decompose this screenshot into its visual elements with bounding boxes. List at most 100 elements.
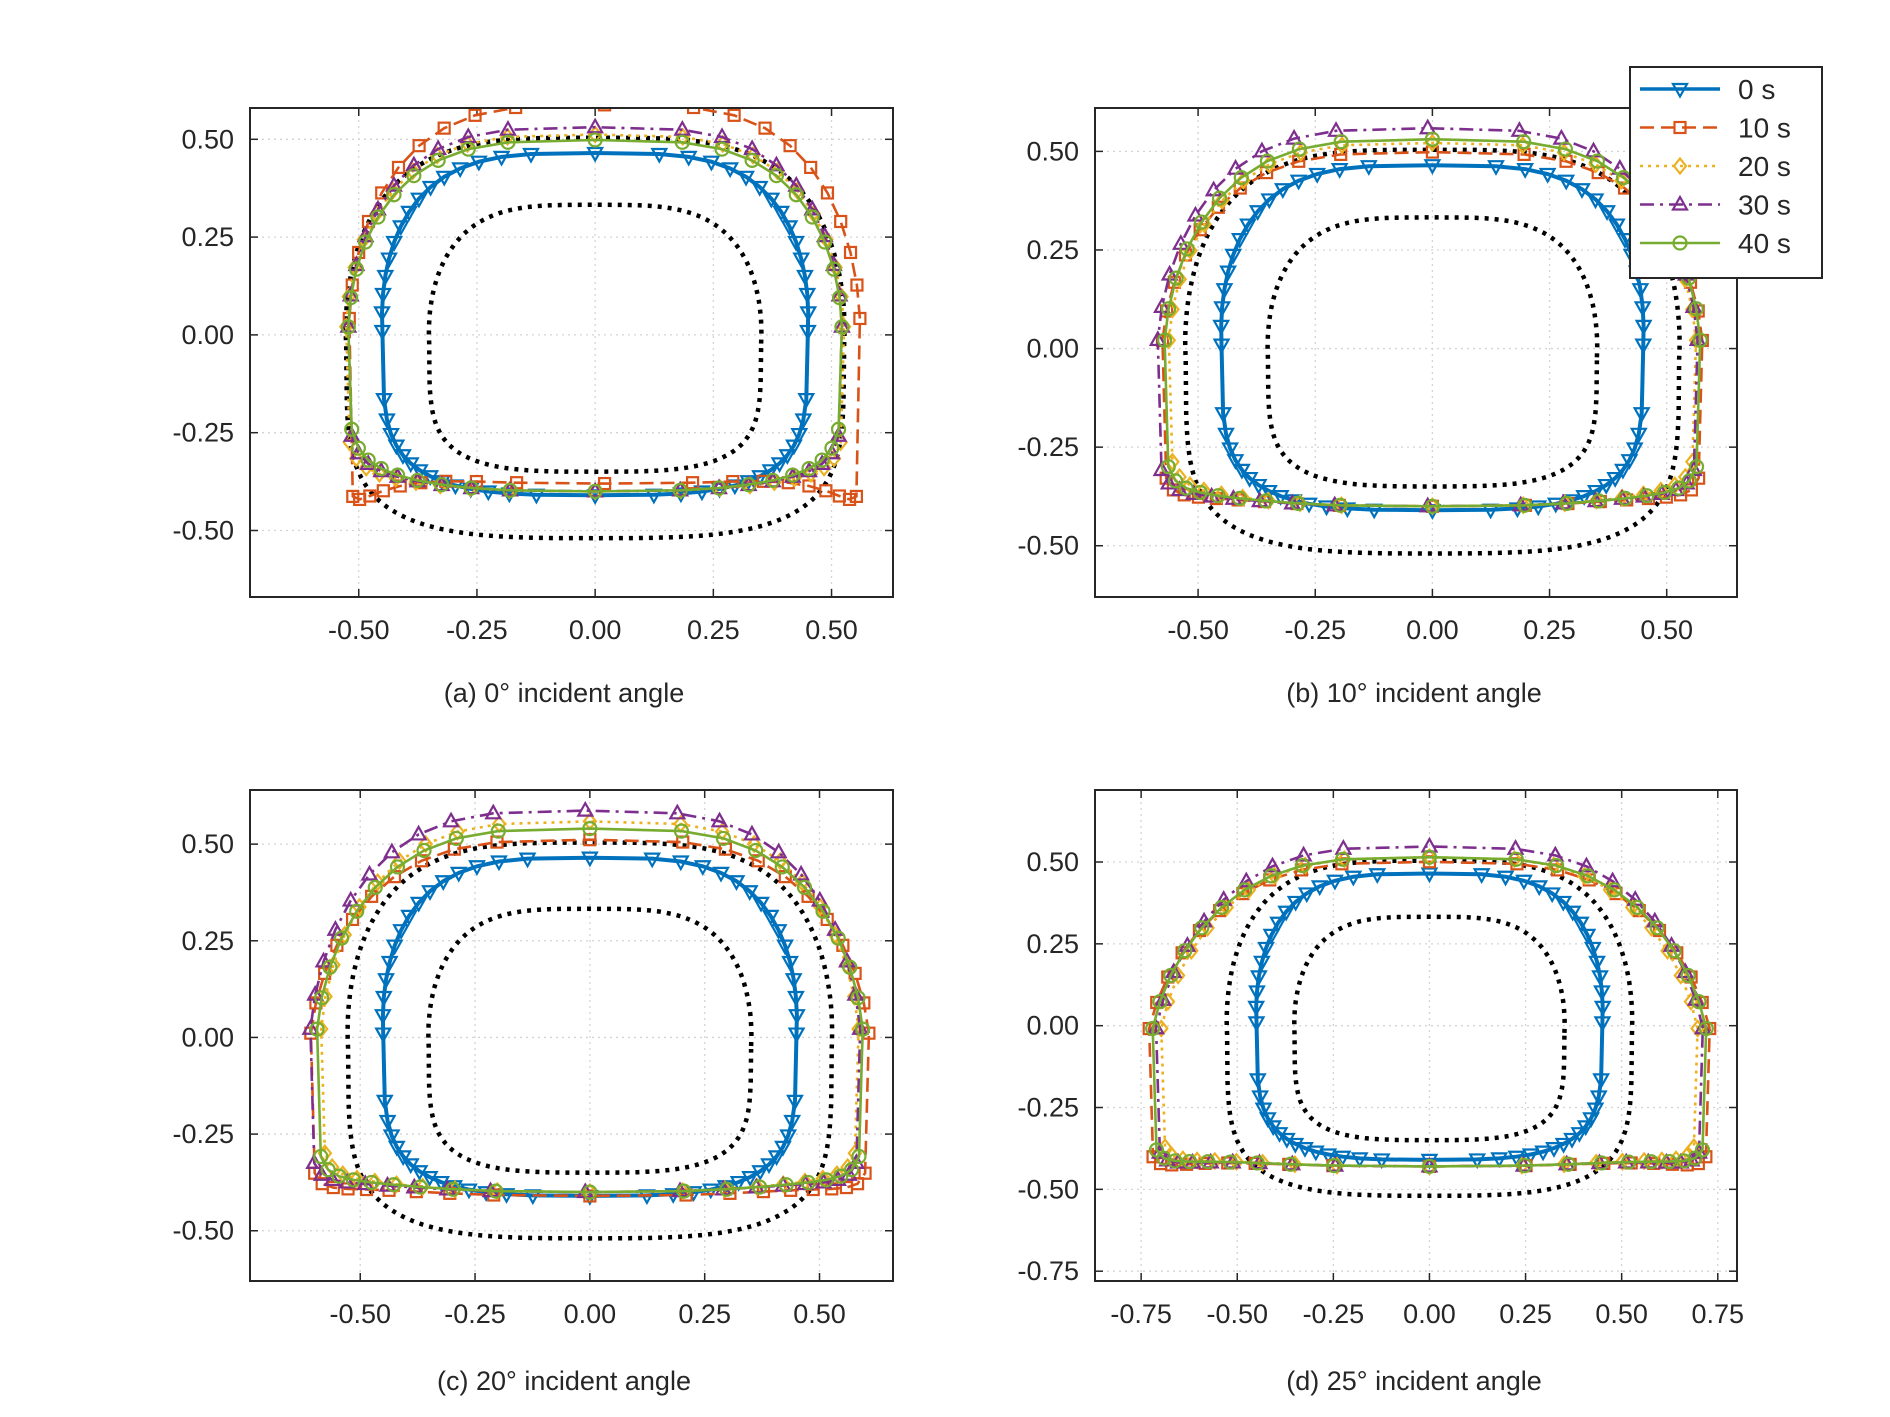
marker-40s [582, 1184, 598, 1200]
marker-0s [373, 1009, 392, 1025]
y-tick-label: -0.50 [172, 515, 234, 545]
marker-10s [783, 139, 797, 153]
x-tick-label: 0.50 [1595, 1299, 1648, 1329]
marker-40s [348, 261, 365, 277]
marker-0s [1589, 1090, 1608, 1107]
marker-30s [1152, 460, 1171, 477]
marker-40s [490, 823, 506, 839]
marker-20s [1207, 1151, 1223, 1171]
marker-0s [1578, 928, 1597, 945]
marker-40s [833, 1168, 849, 1184]
marker-10s [345, 912, 360, 927]
marker-40s [320, 1162, 336, 1178]
marker-0s [586, 146, 605, 163]
x-tick-label: 0.50 [805, 615, 858, 645]
x-tick-label: 0.00 [564, 1299, 617, 1329]
y-tick-label: -0.25 [1017, 1093, 1079, 1123]
marker-0s [787, 1027, 806, 1044]
marker-20s [1287, 1154, 1303, 1174]
marker-20s [1588, 1153, 1604, 1173]
marker-40s [1145, 1020, 1161, 1037]
marker-40s [818, 1172, 834, 1188]
marker-0s [1423, 159, 1442, 175]
legend-label: 0 s [1738, 74, 1775, 105]
marker-40s [1676, 1153, 1692, 1169]
y-tick-label: 0.00 [1026, 1011, 1079, 1041]
marker-30s [668, 803, 687, 820]
marker-0s [1516, 163, 1535, 179]
marker-0s [729, 1175, 748, 1192]
marker-40s [340, 319, 356, 335]
marker-40s [748, 842, 764, 859]
marker-0s [470, 155, 488, 172]
legend-marker [1672, 156, 1688, 176]
legend-marker [1671, 194, 1689, 211]
marker-0s [1583, 941, 1602, 958]
series-line-10s [1161, 150, 1704, 508]
marker-0s [761, 464, 780, 481]
marker-0s [1330, 163, 1349, 179]
marker-10s [834, 214, 848, 229]
marker-0s [770, 457, 789, 474]
marker-0s [1289, 174, 1308, 191]
marker-20s [1636, 1151, 1652, 1171]
marker-40s [1237, 882, 1253, 898]
y-tick-label: 0.00 [181, 1022, 234, 1052]
marker-0s [679, 150, 698, 167]
marker-0s [750, 180, 769, 197]
marker-0s [751, 470, 769, 486]
marker-30s [710, 811, 729, 828]
axes-frame-b [1094, 107, 1738, 598]
marker-40s [587, 132, 603, 148]
marker-0s [798, 287, 817, 304]
marker-40s [1591, 493, 1607, 509]
marker-40s [824, 440, 840, 456]
marker-0s [387, 439, 406, 456]
marker-40s [587, 483, 603, 499]
marker-40s [1617, 490, 1633, 506]
marker-40s [1232, 490, 1248, 506]
marker-0s [479, 485, 498, 502]
marker-0s [380, 252, 398, 269]
marker-40s [345, 1172, 362, 1188]
marker-30s [484, 803, 503, 820]
marker-40s [389, 859, 406, 875]
marker-40s [409, 472, 426, 489]
marker-0s [1239, 218, 1257, 235]
marker-0s [1563, 905, 1582, 922]
marker-0s [762, 192, 781, 209]
marker-40s [1178, 480, 1194, 496]
marker-40s [855, 1021, 871, 1037]
marker-10s [509, 108, 523, 115]
marker-40s [331, 1168, 347, 1184]
marker-0s [721, 162, 740, 179]
y-tick-label: 0.00 [1026, 334, 1079, 364]
marker-0s [1557, 174, 1576, 191]
marker-0s [1277, 905, 1296, 922]
marker-0s [1629, 427, 1648, 444]
marker-0s [1213, 301, 1232, 318]
marker-40s [1210, 488, 1226, 504]
series-line-40s [315, 827, 864, 1194]
x-tick-label: 0.75 [1691, 1299, 1744, 1329]
marker-10s [468, 108, 482, 122]
x-tick-label: 0.25 [687, 615, 740, 645]
marker-0s [1247, 1000, 1266, 1017]
marker-40s [804, 209, 820, 225]
marker-0s [1633, 301, 1652, 318]
marker-0s [751, 1165, 770, 1182]
marker-30s [1159, 473, 1178, 490]
marker-30s [341, 890, 360, 907]
marker-30s [383, 842, 401, 859]
y-tick-label: 0.25 [181, 926, 234, 956]
marker-0s [1515, 874, 1533, 891]
marker-0s [378, 413, 396, 430]
marker-10s [758, 121, 772, 135]
marker-0s [1582, 1112, 1600, 1129]
marker-10s [597, 476, 612, 491]
marker-0s [376, 269, 395, 286]
marker-0s [650, 147, 669, 164]
marker-0s [1251, 1090, 1270, 1107]
x-tick-label: -0.50 [1206, 1299, 1268, 1329]
marker-0s [1271, 490, 1290, 506]
